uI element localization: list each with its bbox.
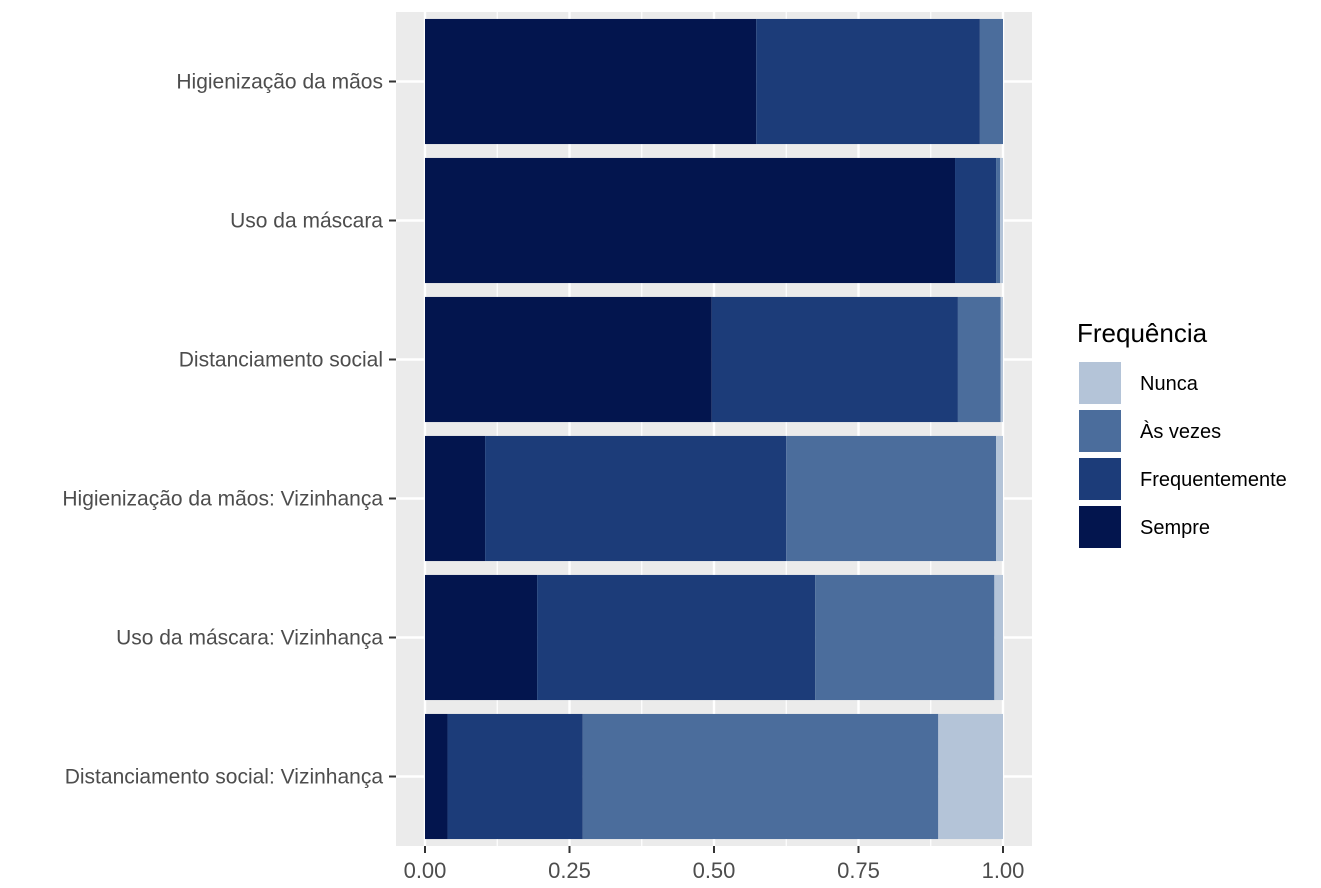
legend-keys: Nunca Às vezes Frequentemente Sempre (1077, 360, 1287, 550)
bars (425, 18, 1003, 840)
y-tick-label: Distanciamento social (179, 349, 383, 372)
bar-segment-sempre (425, 18, 757, 145)
legend-entry-label: Sempre (1140, 517, 1210, 539)
bar-segment-nunca (938, 713, 1003, 840)
y-tick-label: Uso da máscara (230, 210, 383, 233)
y-tick-label: Uso da máscara: Vizinhança (116, 627, 383, 650)
legend-key-swatch (1079, 458, 1121, 500)
legend-entry-label: Às vezes (1140, 420, 1221, 443)
bar-segment-nunca (996, 435, 1003, 562)
bar-segment--s-vezes (957, 296, 1001, 423)
y-tick-label: Distanciamento social: Vizinhança (65, 766, 384, 789)
y-tick-label: Higienização da mãos (176, 71, 383, 94)
bar-segment-nunca (994, 574, 1003, 701)
x-tick-label: 0.75 (837, 858, 880, 883)
x-tick-label: 1.00 (982, 858, 1025, 883)
x-tick-label: 0.00 (404, 858, 447, 883)
bar-segment-nunca (1000, 296, 1003, 423)
legend-key-swatch (1079, 362, 1121, 404)
bar-segment-frequentemente (756, 18, 980, 145)
bar-segment-nunca (1000, 157, 1003, 284)
legend-entry-label: Frequentemente (1140, 469, 1287, 491)
bar-segment--s-vezes (996, 157, 1001, 284)
bar-segment-frequentemente (955, 157, 997, 284)
bar-segment-sempre (425, 574, 538, 701)
legend-key-swatch (1079, 410, 1121, 452)
bar-segment-frequentemente (447, 713, 583, 840)
bar-segment-frequentemente (711, 296, 958, 423)
legend-key-swatch (1079, 506, 1121, 548)
bar-segment--s-vezes (786, 435, 997, 562)
bar-segment--s-vezes (815, 574, 995, 701)
bar-segment-frequentemente (485, 435, 787, 562)
bar-segment-sempre (425, 157, 956, 284)
x-tick-label: 0.50 (693, 858, 736, 883)
legend: Frequência Nunca Às vezes Frequentemente Se… (1077, 318, 1287, 550)
y-tick-label: Higienização da mãos: Vizinhança (62, 488, 383, 511)
bar-segment-frequentemente (537, 574, 816, 701)
bar-segment--s-vezes (582, 713, 939, 840)
x-axis: 0.00 0.25 0.50 0.75 1.00 (404, 846, 1025, 883)
legend-entry-label: Nunca (1140, 373, 1199, 395)
bar-segment-sempre (425, 713, 448, 840)
bar-segment--s-vezes (979, 18, 1003, 145)
bar-segment-sempre (425, 296, 712, 423)
x-tick-label: 0.25 (548, 858, 591, 883)
legend-title: Frequência (1077, 318, 1208, 348)
bar-segment-sempre (425, 435, 486, 562)
y-axis: Higienização da mãos Uso da máscara Distan… (62, 71, 396, 789)
